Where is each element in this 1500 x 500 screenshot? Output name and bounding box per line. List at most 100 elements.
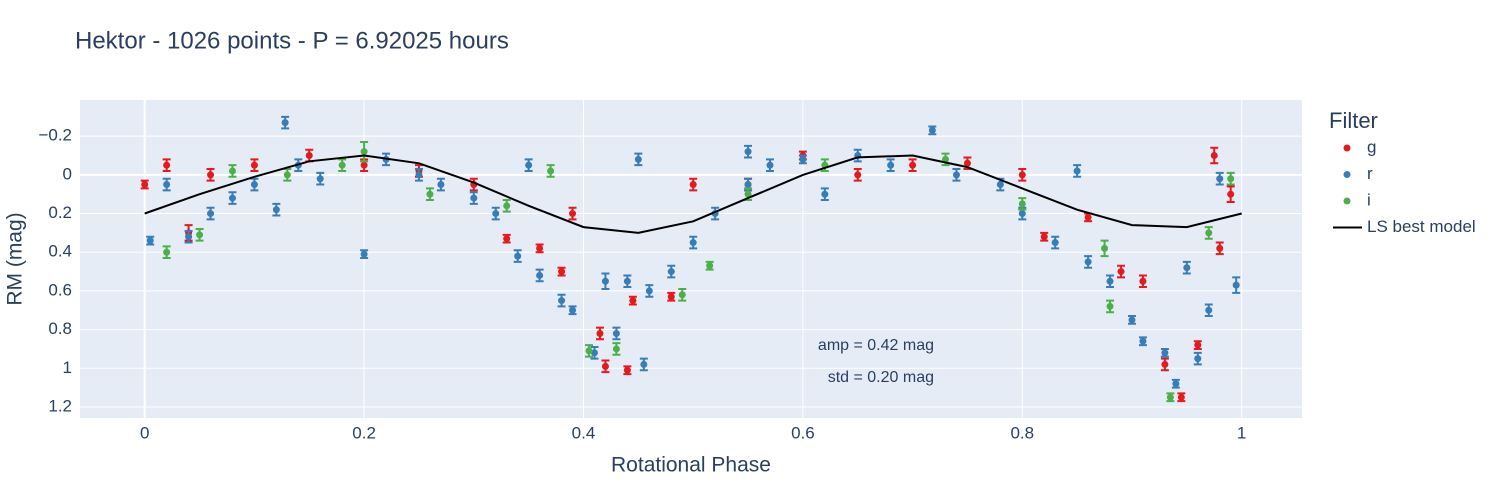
data-point (640, 360, 648, 368)
data-point (585, 347, 593, 355)
data-point (1128, 316, 1136, 324)
data-point (196, 231, 204, 239)
legend-label: i (1367, 190, 1371, 209)
data-point (163, 181, 171, 189)
x-tick-label: 0.2 (352, 423, 376, 442)
data-point (689, 239, 697, 247)
y-tick-label: 1.2 (48, 396, 72, 415)
data-point (146, 237, 154, 245)
data-point (558, 297, 566, 305)
data-point (305, 152, 313, 160)
data-point (1210, 152, 1218, 160)
legend-item[interactable]: r (1343, 164, 1374, 183)
data-point (1139, 337, 1147, 345)
data-point (1106, 277, 1114, 285)
data-point (514, 252, 522, 260)
data-point (250, 181, 258, 189)
legend-item[interactable]: g (1343, 137, 1377, 156)
legend-label: r (1367, 164, 1373, 183)
data-point (1194, 341, 1202, 349)
data-point (1166, 393, 1174, 401)
data-point (887, 161, 895, 169)
data-point (601, 277, 609, 285)
data-point (360, 161, 368, 169)
data-point (1106, 302, 1114, 310)
data-point (1084, 213, 1092, 221)
x-tick-label: 0 (140, 423, 149, 442)
data-point (952, 171, 960, 179)
data-point (360, 250, 368, 258)
y-tick-label: −0.2 (38, 126, 72, 145)
data-point (207, 210, 215, 218)
data-point (492, 210, 500, 218)
y-tick-label: 0.8 (48, 319, 72, 338)
data-point (141, 181, 149, 189)
data-point (1194, 355, 1202, 363)
y-tick-label: 0.4 (48, 242, 72, 261)
data-point (470, 194, 478, 202)
data-point (163, 248, 171, 256)
data-point (612, 329, 620, 337)
y-tick-label: 0.6 (48, 280, 72, 299)
data-point (645, 287, 653, 295)
data-point (283, 171, 291, 179)
data-point (623, 277, 631, 285)
data-point (744, 148, 752, 156)
data-point (821, 190, 829, 198)
data-point (612, 345, 620, 353)
data-point (1084, 258, 1092, 266)
data-point (228, 167, 236, 175)
labels: −0.2 0 0.2 0.4 0.6 0.8 1 1.2 0 0.2 0.4 0.6 0.8 1 gri LS… (38, 126, 1475, 443)
data-point (569, 210, 577, 218)
data-point (667, 293, 675, 301)
legend-item[interactable]: LS best model (1333, 217, 1476, 236)
data-point (1073, 167, 1081, 175)
x-axis-title: Rotational Phase (611, 454, 771, 477)
data-point (963, 159, 971, 167)
x-tick-label: 0.8 (1010, 423, 1034, 442)
data-point (928, 126, 936, 134)
data-point (1227, 175, 1235, 183)
data-point (854, 171, 862, 179)
legend-item[interactable]: i (1343, 190, 1371, 209)
annotation: std = 0.20 mag (828, 369, 934, 386)
data-point (558, 268, 566, 276)
chart-title: Hektor - 1026 points - P = 6.92025 hours (75, 27, 509, 54)
x-tick-label: 0.4 (572, 423, 596, 442)
data-point (629, 297, 637, 305)
model-line (144, 154, 1242, 234)
data-point (689, 181, 697, 189)
data-point (1161, 349, 1169, 357)
y-axis-title: RM (mag) (4, 212, 27, 305)
data-point (1183, 264, 1191, 272)
data-point (1205, 306, 1213, 314)
data-point (163, 161, 171, 169)
data-point (503, 235, 511, 243)
y-tick-label: 1 (63, 358, 72, 377)
data-point (228, 194, 236, 202)
x-tick-label: 1 (1237, 423, 1246, 442)
data-point (316, 175, 324, 183)
data-point (909, 161, 917, 169)
data-point (1018, 171, 1026, 179)
data-point (207, 171, 215, 179)
data-point (667, 268, 675, 276)
data-point (596, 329, 604, 337)
data-point (1172, 380, 1180, 388)
plot-area (80, 100, 1302, 418)
data-point (1205, 229, 1213, 237)
data-point (185, 233, 193, 241)
marks (140, 115, 1242, 403)
data-point (1018, 210, 1026, 218)
data-point (996, 181, 1004, 189)
data-point (536, 271, 544, 279)
data-point (766, 161, 774, 169)
data-point (1227, 190, 1235, 198)
data-point (744, 190, 752, 198)
data-point (1040, 233, 1048, 241)
data-point (536, 244, 544, 252)
data-point (250, 161, 258, 169)
data-point (634, 155, 642, 163)
data-point (1161, 360, 1169, 368)
